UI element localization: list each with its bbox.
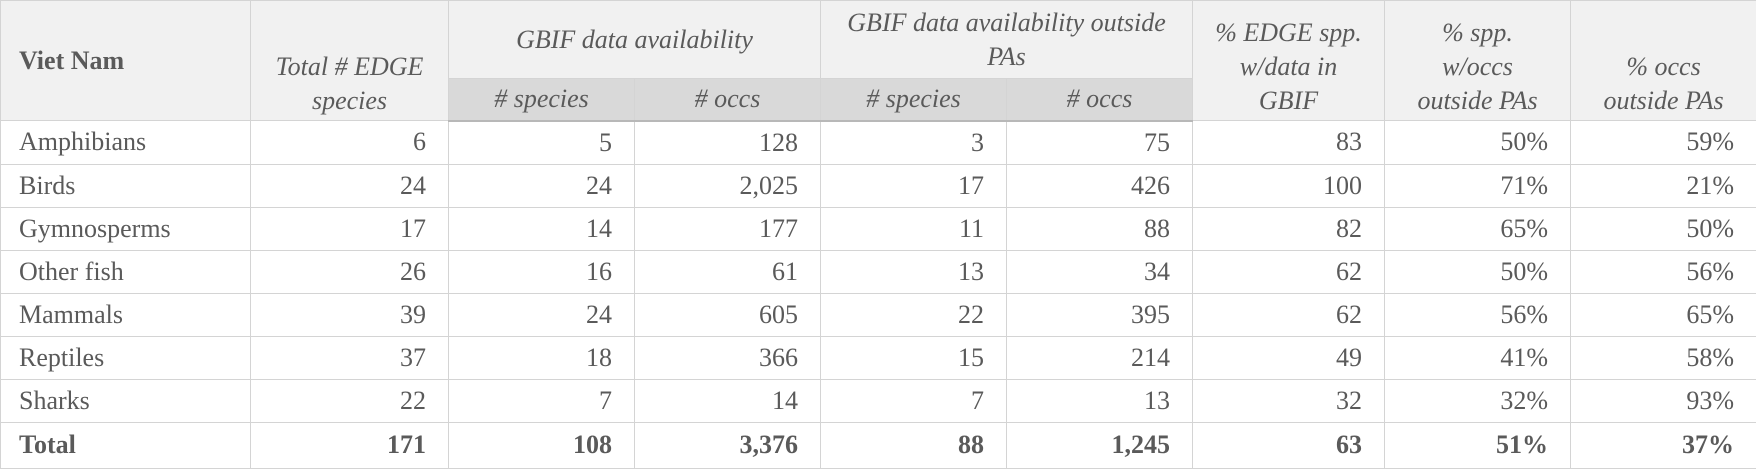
cell-pct-occs-outside: 58%	[1571, 336, 1756, 379]
cell-pct-spp-outside: 50%	[1385, 250, 1571, 293]
header-gbif-outside-pas: GBIF data availability outside PAs	[821, 1, 1193, 79]
subheader-gbif-occs: # occs	[635, 79, 821, 121]
cell-group-label: Amphibians	[1, 121, 251, 165]
cell-pct-spp-outside: 71%	[1385, 164, 1571, 207]
cell-pct-edge-gbif: 100	[1193, 164, 1385, 207]
cell-pct-edge-gbif: 62	[1193, 293, 1385, 336]
subheader-outside-species: # species	[821, 79, 1007, 121]
header-total-species: Total # EDGE species	[251, 1, 449, 121]
cell-gbif-species: 5	[449, 121, 635, 165]
cell-outside-species: 13	[821, 250, 1007, 293]
cell-gbif-species: 16	[449, 250, 635, 293]
cell-group-label: Mammals	[1, 293, 251, 336]
cell-pct-spp-outside: 32%	[1385, 379, 1571, 422]
table-corner-label: Viet Nam	[1, 1, 251, 121]
cell-total-species: 6	[251, 121, 449, 165]
cell-outside-occs: 214	[1007, 336, 1193, 379]
cell-group-label: Birds	[1, 164, 251, 207]
corner-text: Viet Nam	[19, 46, 124, 75]
total-cell-pct-edge-gbif: 63	[1193, 422, 1385, 468]
cell-outside-occs: 88	[1007, 207, 1193, 250]
cell-group-label: Reptiles	[1, 336, 251, 379]
cell-pct-occs-outside: 93%	[1571, 379, 1756, 422]
header-pct-spp-outside: % spp. w/occs outside PAs	[1385, 1, 1571, 121]
subheader-outside-occs: # occs	[1007, 79, 1193, 121]
cell-total-species: 24	[251, 164, 449, 207]
header-gbif-availability: GBIF data availability	[449, 1, 821, 79]
cell-gbif-occs: 14	[635, 379, 821, 422]
total-cell-gbif-occs: 3,376	[635, 422, 821, 468]
cell-outside-species: 11	[821, 207, 1007, 250]
cell-gbif-species: 14	[449, 207, 635, 250]
cell-pct-spp-outside: 50%	[1385, 121, 1571, 165]
cell-pct-edge-gbif: 32	[1193, 379, 1385, 422]
cell-pct-edge-gbif: 62	[1193, 250, 1385, 293]
cell-gbif-occs: 2,025	[635, 164, 821, 207]
cell-outside-occs: 395	[1007, 293, 1193, 336]
cell-pct-edge-gbif: 83	[1193, 121, 1385, 165]
cell-gbif-occs: 366	[635, 336, 821, 379]
header-pct-edge-gbif: % EDGE spp. w/data in GBIF	[1193, 1, 1385, 121]
cell-pct-occs-outside: 21%	[1571, 164, 1756, 207]
total-cell-outside-occs: 1,245	[1007, 422, 1193, 468]
cell-outside-occs: 75	[1007, 121, 1193, 165]
cell-gbif-occs: 177	[635, 207, 821, 250]
cell-total-species: 39	[251, 293, 449, 336]
header-row-top: Viet Nam Total # EDGE species GBIF data …	[1, 1, 1756, 79]
cell-outside-species: 3	[821, 121, 1007, 165]
cell-outside-species: 15	[821, 336, 1007, 379]
cell-pct-occs-outside: 65%	[1571, 293, 1756, 336]
cell-gbif-species: 24	[449, 164, 635, 207]
cell-outside-occs: 13	[1007, 379, 1193, 422]
cell-gbif-species: 7	[449, 379, 635, 422]
cell-group-label: Sharks	[1, 379, 251, 422]
total-cell-pct-spp-outside: 51%	[1385, 422, 1571, 468]
cell-total-species: 22	[251, 379, 449, 422]
total-cell-pct-occs-outside: 37%	[1571, 422, 1756, 468]
cell-outside-occs: 34	[1007, 250, 1193, 293]
cell-pct-spp-outside: 65%	[1385, 207, 1571, 250]
cell-outside-species: 7	[821, 379, 1007, 422]
cell-outside-occs: 426	[1007, 164, 1193, 207]
cell-outside-species: 17	[821, 164, 1007, 207]
cell-pct-occs-outside: 59%	[1571, 121, 1756, 165]
cell-pct-occs-outside: 50%	[1571, 207, 1756, 250]
cell-pct-edge-gbif: 49	[1193, 336, 1385, 379]
total-cell-gbif-species: 108	[449, 422, 635, 468]
cell-group-label: Gymnosperms	[1, 207, 251, 250]
cell-gbif-species: 18	[449, 336, 635, 379]
header-pct-occs-outside: % occs outside PAs	[1571, 1, 1756, 121]
subheader-gbif-species: # species	[449, 79, 635, 121]
total-cell-group-label: Total	[1, 422, 251, 468]
cell-gbif-occs: 128	[635, 121, 821, 165]
cell-pct-occs-outside: 56%	[1571, 250, 1756, 293]
cell-group-label: Other fish	[1, 250, 251, 293]
cell-pct-edge-gbif: 82	[1193, 207, 1385, 250]
total-cell-total-species: 171	[251, 422, 449, 468]
cell-gbif-species: 24	[449, 293, 635, 336]
cell-outside-species: 22	[821, 293, 1007, 336]
cell-pct-spp-outside: 56%	[1385, 293, 1571, 336]
total-cell-outside-species: 88	[821, 422, 1007, 468]
cell-total-species: 37	[251, 336, 449, 379]
cell-gbif-occs: 61	[635, 250, 821, 293]
cell-total-species: 26	[251, 250, 449, 293]
cell-gbif-occs: 605	[635, 293, 821, 336]
cell-total-species: 17	[251, 207, 449, 250]
cell-pct-spp-outside: 41%	[1385, 336, 1571, 379]
